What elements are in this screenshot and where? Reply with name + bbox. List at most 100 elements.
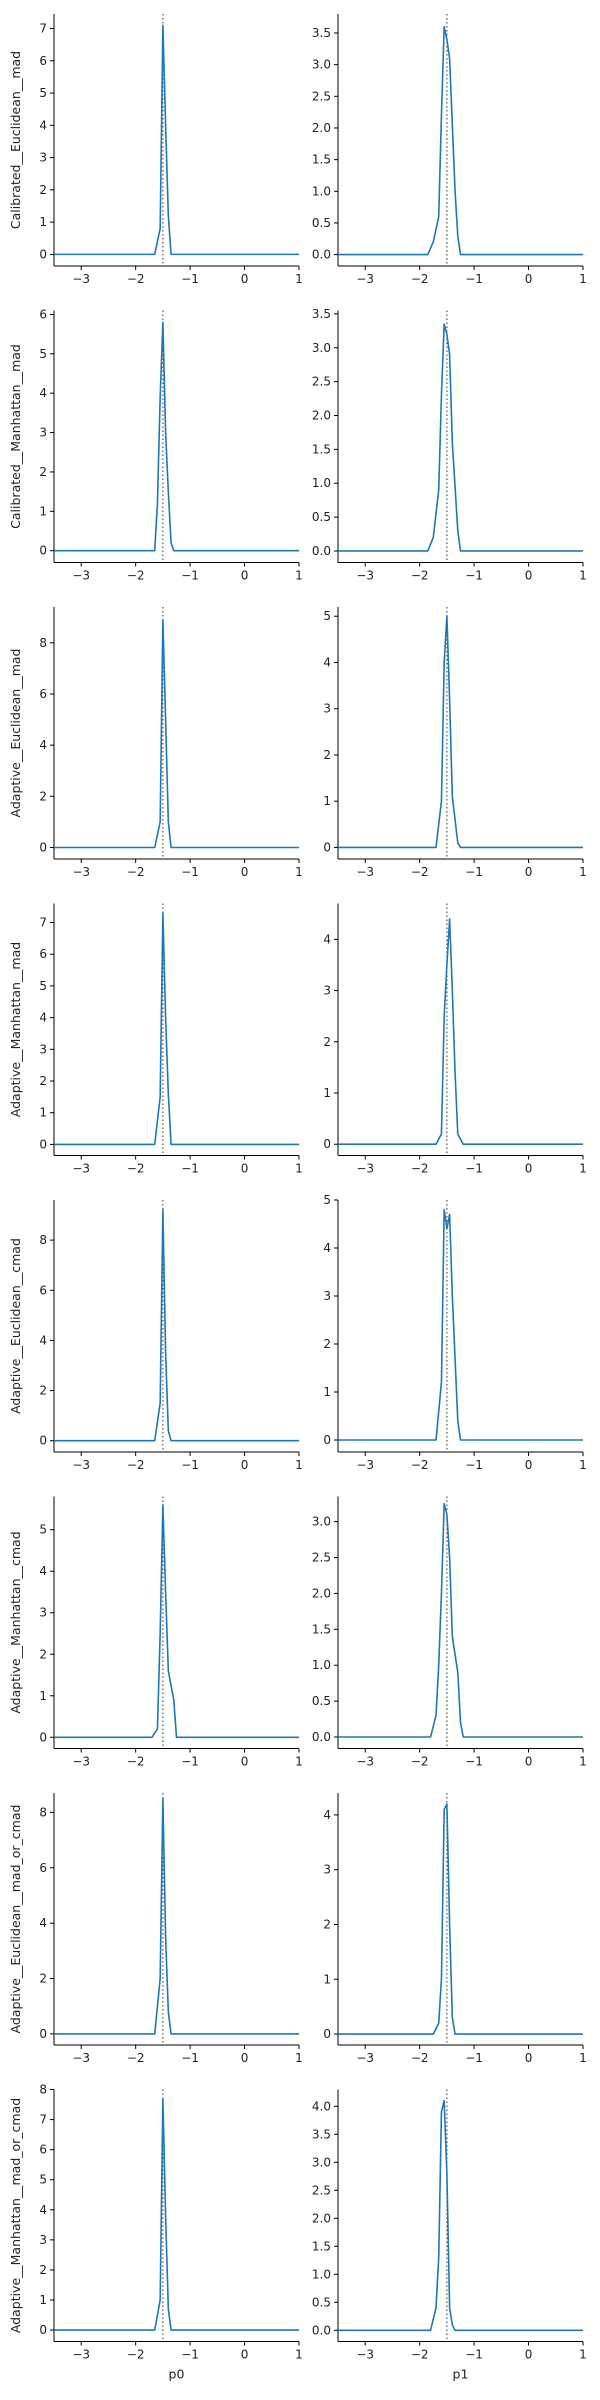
density-line [54, 618, 299, 849]
x-tick-label: −2 [127, 1162, 145, 1176]
y-tick-label: 4 [39, 118, 47, 132]
y-tick-label: 3.0 [312, 341, 331, 355]
x-tick-label: 1 [295, 272, 303, 286]
y-tick-label: 7 [39, 22, 47, 36]
x-tick-label: −2 [411, 1162, 429, 1176]
y-tick-label: 3.5 [312, 26, 331, 40]
subplot-5-1: −3 −2 −1 0 1 0.0 0.5 1.0 1.5 2.0 2.5 3.0 [312, 1496, 587, 1769]
x-tick-label: −2 [411, 2348, 429, 2362]
x-tick-label: −1 [465, 865, 483, 879]
y-tick-label: 2 [39, 1972, 47, 1986]
y-tick-label: 3.5 [312, 2127, 331, 2141]
y-tick-label: 5 [323, 609, 331, 623]
x-tick-label: −1 [465, 2348, 483, 2362]
y-tick-label: 4 [39, 1011, 47, 1025]
y-tick-label: 4 [323, 1241, 331, 1255]
density-line [54, 1209, 299, 1442]
x-tick-label: 1 [295, 1458, 303, 1472]
x-tick-label: 0 [525, 1755, 533, 1769]
y-tick-label: 2.5 [312, 375, 331, 389]
y-tick-label: 0 [323, 1137, 331, 1151]
x-tick-label: −1 [181, 1162, 199, 1176]
x-tick-label: 1 [579, 2051, 587, 2065]
y-tick-label: 4 [39, 1916, 47, 1930]
y-axis-label: Adaptive__Manhattan__cmad [8, 1531, 23, 1713]
y-tick-label: 5 [39, 1523, 47, 1537]
y-tick-label: 0 [39, 2323, 47, 2337]
x-tick-label: 1 [295, 2348, 303, 2362]
subplot-2-0: −3 −2 −1 0 1 0 2 4 6 8 Adaptive__Euclidean__mad [8, 607, 303, 879]
x-tick-label: −1 [181, 569, 199, 583]
y-tick-label: 2.0 [312, 1586, 331, 1600]
y-tick-label: 6 [39, 1283, 47, 1297]
y-tick-label: 1 [39, 1106, 47, 1120]
y-tick-label: 1 [39, 1689, 47, 1703]
y-tick-label: 4 [39, 1333, 47, 1347]
y-tick-label: 2 [39, 1074, 47, 1088]
x-tick-label: 0 [525, 569, 533, 583]
y-tick-label: 0 [39, 1730, 47, 1744]
y-tick-label: 3 [323, 1863, 331, 1877]
y-tick-label: 2 [39, 465, 47, 479]
x-tick-label: −3 [72, 1458, 90, 1472]
x-tick-label: −3 [72, 569, 90, 583]
x-tick-label: 0 [241, 1162, 249, 1176]
x-tick-label: −2 [411, 865, 429, 879]
x-tick-label: −3 [72, 1755, 90, 1769]
density-line [338, 25, 583, 256]
x-tick-label: 1 [579, 865, 587, 879]
y-axis-label: Adaptive__Euclidean__mad_or_cmad [8, 1805, 23, 2034]
subplot-6-1: −3 −2 −1 0 1 0 1 2 3 4 [323, 1793, 587, 2065]
y-tick-label: 8 [39, 1233, 47, 1247]
subplot-5-0: −3 −2 −1 0 1 0 1 2 3 4 5 Adaptive__Manhattan__cmad [8, 1496, 303, 1769]
y-tick-label: 1.0 [312, 184, 331, 198]
subplot-0-0: −3 −2 −1 0 1 0 1 2 3 4 5 6 7 Calibrated__Euclidean__m… [8, 14, 303, 286]
x-tick-label: 0 [241, 865, 249, 879]
x-tick-label: −1 [181, 2348, 199, 2362]
y-tick-label: 0 [323, 2027, 331, 2041]
x-tick-label: −3 [356, 1162, 374, 1176]
y-tick-label: 1 [323, 1972, 331, 1986]
y-tick-label: 3.5 [312, 307, 331, 321]
x-tick-label: 1 [295, 569, 303, 583]
density-line [338, 918, 583, 1146]
y-tick-label: 4 [39, 738, 47, 752]
density-line [338, 615, 583, 849]
subplot-0-1: −3 −2 −1 0 1 0.0 0.5 1.0 1.5 2.0 2.5 3.0 3.5 [312, 14, 587, 286]
y-tick-label: 3.0 [312, 2155, 331, 2169]
x-tick-label: −2 [411, 2051, 429, 2065]
y-tick-label: 3 [323, 984, 331, 998]
subplot-3-1: −3 −2 −1 0 1 0 1 2 3 4 [323, 903, 587, 1176]
y-tick-label: 2 [39, 183, 47, 197]
y-tick-label: 4.0 [312, 2099, 331, 2113]
x-tick-label: 0 [525, 2348, 533, 2362]
y-tick-label: 2 [323, 1035, 331, 1049]
subplot-4-1: −3 −2 −1 0 1 0 1 2 3 4 5 [323, 1193, 586, 1472]
y-tick-label: 0 [39, 544, 47, 558]
x-tick-label: 0 [525, 1458, 533, 1472]
x-tick-label: 1 [579, 569, 587, 583]
y-tick-label: 4 [323, 1808, 331, 1822]
subplot-3-0: −3 −2 −1 0 1 0 1 2 3 4 5 6 7 Adaptive__Manhattan__mad [8, 903, 303, 1176]
y-tick-label: 1.0 [312, 2267, 331, 2281]
y-tick-label: 0 [39, 1434, 47, 1448]
x-tick-label: −2 [127, 569, 145, 583]
x-tick-label: −1 [181, 1458, 199, 1472]
density-line [54, 321, 299, 552]
y-tick-label: 2 [323, 1337, 331, 1351]
y-tick-label: 2.5 [312, 89, 331, 103]
y-tick-label: 1 [323, 1385, 331, 1399]
x-tick-label: −1 [465, 1458, 483, 1472]
x-tick-label: 1 [579, 1458, 587, 1472]
x-tick-label: 1 [295, 1755, 303, 1769]
y-tick-label: 6 [39, 307, 47, 321]
x-tick-label: −3 [72, 2051, 90, 2065]
x-tick-label: −2 [127, 865, 145, 879]
y-tick-label: 0 [39, 2027, 47, 2041]
x-tick-label: −3 [356, 2348, 374, 2362]
y-tick-label: 0.5 [312, 1694, 331, 1708]
y-tick-label: 3 [39, 1606, 47, 1620]
y-tick-label: 0 [39, 1137, 47, 1151]
density-line [54, 912, 299, 1146]
y-tick-label: 4 [39, 2203, 47, 2217]
